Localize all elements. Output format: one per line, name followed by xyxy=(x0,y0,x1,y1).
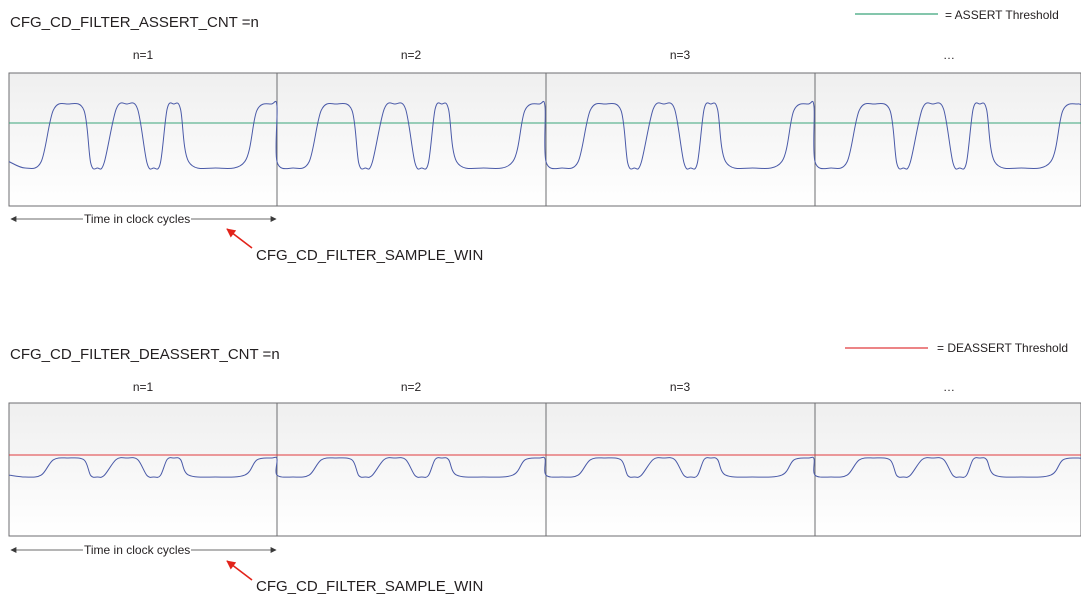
assert-title: CFG_CD_FILTER_ASSERT_CNT =n xyxy=(10,14,259,31)
assert-window-label: n=3 xyxy=(669,48,691,62)
deassert-panel xyxy=(8,402,1081,537)
assert-sample-win-arrow xyxy=(226,228,253,249)
assert-sample-win-label: CFG_CD_FILTER_SAMPLE_WIN xyxy=(256,247,484,264)
assert-window-label: n=2 xyxy=(400,48,422,62)
deassert-title: CFG_CD_FILTER_DEASSERT_CNT =n xyxy=(10,346,280,363)
deassert-window-label: n=3 xyxy=(669,380,691,394)
assert-panel xyxy=(8,72,1081,207)
deassert-window-label: n=2 xyxy=(400,380,422,394)
deassert-sample-win-label: CFG_CD_FILTER_SAMPLE_WIN xyxy=(256,578,484,595)
deassert-time-label: Time in clock cycles xyxy=(83,543,192,557)
deassert-window-label: n=1 xyxy=(132,380,154,394)
assert-signal-waveform xyxy=(8,100,1081,170)
assert-time-label: Time in clock cycles xyxy=(83,212,192,226)
assert-legend-label: = ASSERT Threshold xyxy=(945,8,1059,22)
deassert-signal-waveform xyxy=(8,456,1081,478)
assert-window-label: n=1 xyxy=(132,48,154,62)
deassert-legend-label: = DEASSERT Threshold xyxy=(937,341,1069,355)
deassert-sample-win-arrow xyxy=(226,560,253,581)
assert-window-label: … xyxy=(943,48,955,62)
deassert-window-label: … xyxy=(943,380,955,394)
